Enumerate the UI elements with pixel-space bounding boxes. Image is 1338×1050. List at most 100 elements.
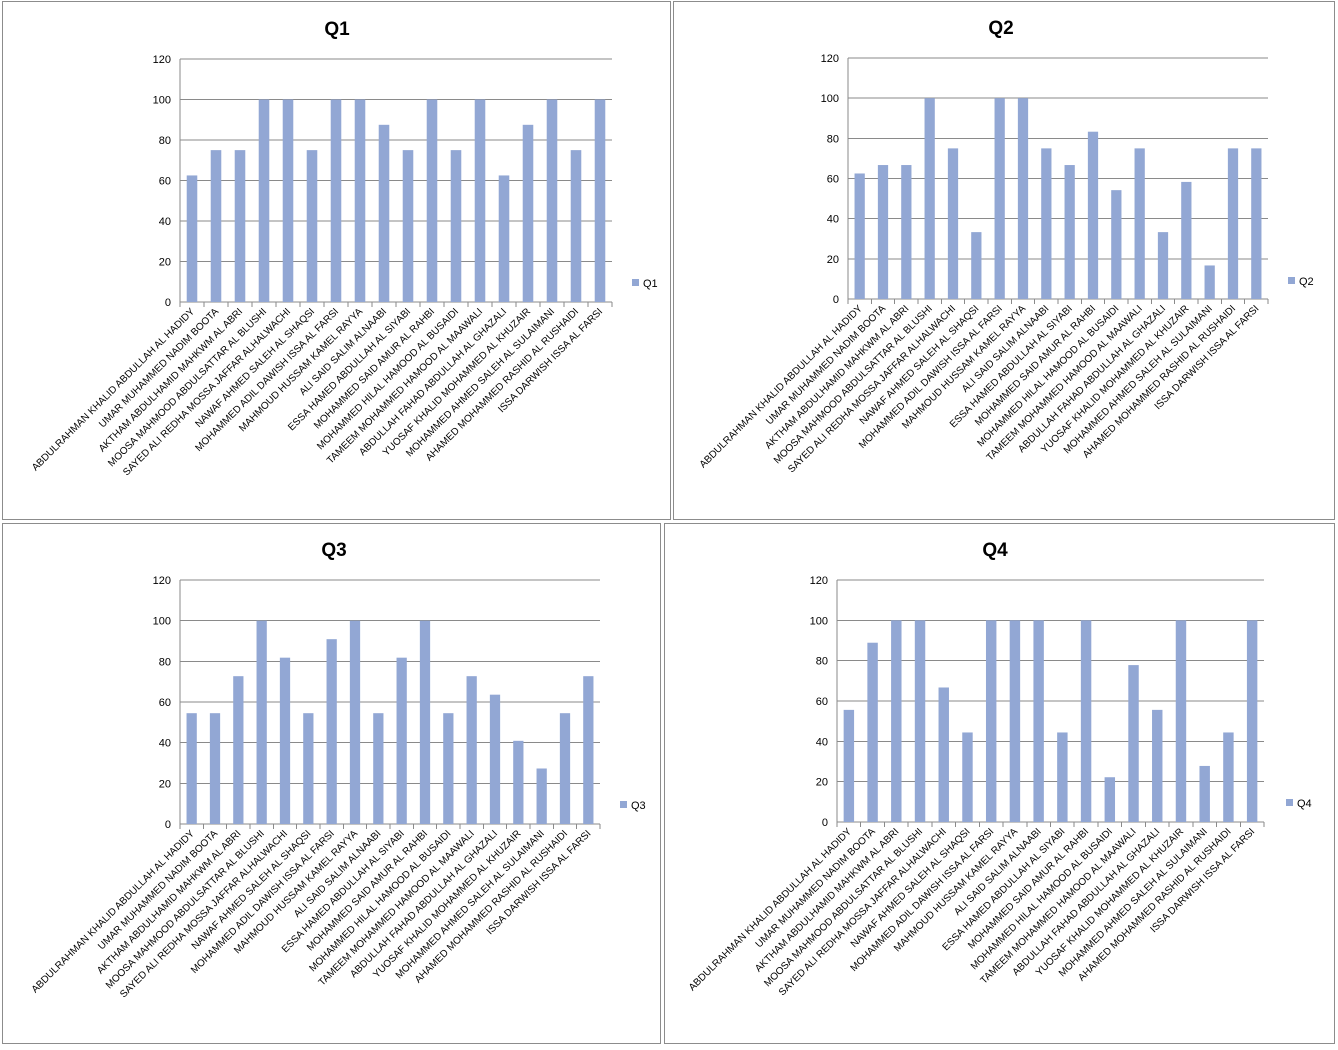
- x-tick-label: ABDULRAHMAN KHALID ABDULLAH AL HADIDY: [30, 828, 197, 995]
- x-tick-label: MOOSA MAHMOOD ABDULSATTAR AL BLUSHI: [772, 303, 935, 466]
- bar: [279, 657, 291, 824]
- bar: [419, 620, 431, 824]
- y-tick-label: 0: [822, 817, 828, 829]
- y-tick-label: 120: [153, 54, 171, 66]
- bar: [1017, 98, 1029, 300]
- bar: [546, 99, 558, 302]
- y-tick-label: 100: [821, 93, 839, 105]
- bar: [234, 150, 246, 302]
- bar: [1246, 620, 1258, 822]
- bar: [466, 676, 477, 824]
- bar: [962, 732, 973, 822]
- y-tick-label: 20: [827, 254, 839, 266]
- bar: [1227, 148, 1239, 299]
- bar: [498, 175, 510, 302]
- bar: [1064, 165, 1075, 299]
- chart-q3: Q3 0 20 40 60 80 100 120 ABDULRAHMAN KHALID ABDU…: [30, 540, 646, 1000]
- bar: [450, 150, 462, 302]
- y-tick-label: 80: [827, 133, 839, 145]
- bar: [256, 620, 267, 824]
- legend-label: Q3: [631, 800, 646, 812]
- bar: [1009, 620, 1021, 822]
- y-tick-label: 120: [153, 575, 171, 587]
- bar: [443, 713, 454, 824]
- chart-panel-q1: Q1 0 20 40 60 80 100 120 ABDULRAHMAN KHALID ABDU…: [2, 1, 671, 520]
- chart-q2: Q2 0 20 40 60 80 100 120 ABDULRAHMAN KHALID ABDU…: [698, 18, 1314, 475]
- bar: [583, 676, 594, 824]
- x-tick-label: ABDULRAHMAN KHALID ABDULLAH AL HADIDY: [698, 303, 865, 470]
- bar: [985, 620, 997, 822]
- chart-title: Q3: [321, 540, 346, 561]
- bar: [1057, 732, 1068, 822]
- y-tick-label: 40: [827, 214, 839, 226]
- bar: [349, 620, 361, 824]
- legend-swatch: [1288, 277, 1295, 284]
- bar: [489, 694, 501, 824]
- bar: [209, 713, 221, 824]
- bar: [938, 687, 949, 822]
- y-tick-label: 60: [827, 174, 839, 186]
- bar: [1128, 665, 1139, 822]
- x-tick-label: SAYED ALI REDHA MOSSA JAFFAR ALHALWACHI: [777, 826, 949, 998]
- y-tick-label: 60: [159, 176, 171, 188]
- y-tick-label: 100: [810, 615, 828, 627]
- bar: [1134, 148, 1145, 299]
- bar: [559, 713, 571, 824]
- bar: [994, 98, 1005, 300]
- legend-swatch: [620, 801, 627, 808]
- chart-q1: Q1 0 20 40 60 80 100 120 ABDULRAHMAN KHALID ABDU…: [30, 19, 658, 478]
- y-tick-label: 0: [165, 819, 171, 831]
- bar: [867, 642, 878, 822]
- chart-panel-q3: Q3 0 20 40 60 80 100 120 ABDULRAHMAN KHALID ABDU…: [2, 523, 661, 1044]
- bar: [971, 232, 982, 299]
- bar: [474, 99, 486, 302]
- bar: [402, 150, 414, 302]
- x-tick-label: ABDULRAHMAN KHALID ABDULLAH AL HADIDY: [30, 306, 197, 473]
- bar: [186, 175, 198, 302]
- bar: [354, 99, 366, 302]
- bar: [901, 165, 912, 299]
- bar: [326, 639, 337, 824]
- chart-panel-q4: Q4 0 20 40 60 80 100 120 ABDULRAHMAN KHALID ABDU…: [664, 523, 1335, 1044]
- bar: [373, 713, 384, 824]
- bar: [1204, 265, 1215, 299]
- bar: [233, 676, 244, 824]
- y-tick-label: 60: [159, 697, 171, 709]
- y-tick-label: 80: [159, 656, 171, 668]
- chart-title: Q2: [988, 18, 1013, 39]
- y-tick-label: 20: [816, 777, 828, 789]
- y-tick-label: 40: [816, 736, 828, 748]
- y-tick-label: 80: [816, 656, 828, 668]
- bar: [1152, 709, 1163, 822]
- bar: [1181, 181, 1192, 299]
- bar: [570, 150, 582, 302]
- bar: [186, 713, 197, 824]
- bar: [330, 99, 342, 302]
- y-tick-label: 0: [833, 294, 839, 306]
- y-tick-label: 20: [159, 778, 171, 790]
- bar: [1199, 765, 1210, 822]
- bar: [1157, 232, 1169, 299]
- y-tick-label: 60: [816, 696, 828, 708]
- legend-label: Q1: [643, 278, 658, 290]
- x-tick-label: SAYED ALI REDHA MOSSA JAFFAR ALHALWACHI: [118, 828, 290, 1000]
- x-tick-label: SAYED ALI REDHA MOSSA JAFFAR ALHALWACHI: [121, 306, 293, 478]
- legend-swatch: [1286, 799, 1293, 806]
- bar: [924, 98, 935, 300]
- bar: [891, 620, 902, 822]
- bar: [1111, 190, 1122, 299]
- bar: [378, 124, 390, 302]
- bar: [522, 124, 534, 302]
- bar: [303, 713, 314, 824]
- bar: [1223, 732, 1234, 822]
- y-tick-label: 100: [153, 616, 171, 628]
- bar: [914, 620, 926, 822]
- bar: [1033, 620, 1044, 822]
- chart-panel-q2: Q2 0 20 40 60 80 100 120 ABDULRAHMAN KHALID ABDU…: [673, 1, 1335, 520]
- bar: [282, 99, 294, 302]
- bar: [306, 150, 318, 302]
- y-tick-label: 120: [821, 53, 839, 65]
- bar: [1104, 777, 1116, 822]
- y-tick-label: 40: [159, 738, 171, 750]
- chart-title: Q1: [324, 19, 350, 40]
